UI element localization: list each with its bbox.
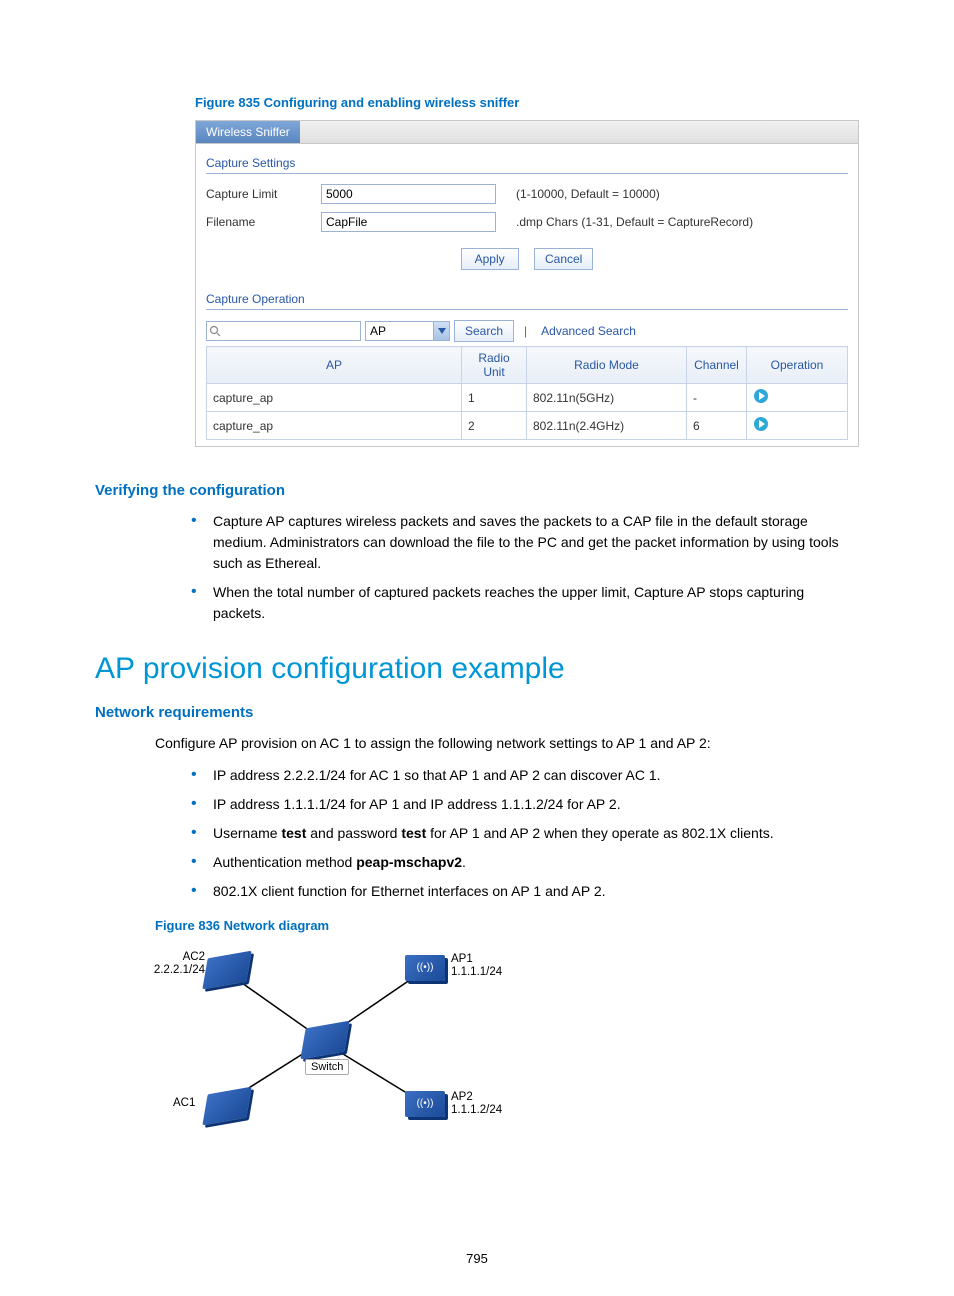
capture-settings-header: Capture Settings [206, 156, 848, 174]
list-item: Authentication method peap-mschapv2. [185, 852, 859, 873]
list-item: Capture AP captures wireless packets and… [185, 511, 859, 574]
search-icon [209, 325, 221, 337]
cell-ap: capture_ap [207, 384, 462, 412]
label-switch: Switch [305, 1059, 349, 1075]
list-item: IP address 1.1.1.1/24 for AP 1 and IP ad… [185, 794, 859, 815]
ap-icon: ((•)) [417, 1098, 434, 1109]
figure-835-title: Figure 835 Configuring and enabling wire… [195, 95, 859, 110]
text: Username [213, 825, 281, 841]
cell-radio-mode: 802.11n(2.4GHz) [527, 412, 687, 440]
filename-label: Filename [206, 215, 321, 229]
apply-button[interactable]: Apply [461, 248, 519, 270]
figure-836-title: Figure 836 Network diagram [155, 918, 859, 933]
bold-text: peap-mschapv2 [356, 854, 462, 870]
wireless-sniffer-panel: Wireless Sniffer Capture Settings Captur… [195, 120, 859, 447]
cell-ap: capture_ap [207, 412, 462, 440]
bold-text: test [401, 825, 426, 841]
search-button[interactable]: Search [454, 320, 514, 342]
list-item: When the total number of captured packet… [185, 582, 859, 624]
cell-radio-unit: 1 [462, 384, 527, 412]
label-ap2: AP2 1.1.1.2/24 [451, 1091, 502, 1117]
tab-wireless-sniffer[interactable]: Wireless Sniffer [196, 121, 300, 143]
text: . [462, 854, 466, 870]
cell-channel: - [687, 384, 747, 412]
label-ac1: AC1 [173, 1097, 195, 1110]
text: and password [306, 825, 401, 841]
col-operation: Operation [747, 347, 848, 384]
capture-limit-label: Capture Limit [206, 187, 321, 201]
label-ac2: AC2 2.2.2.1/24 [147, 951, 205, 977]
text: for AP 1 and AP 2 when they operate as 8… [426, 825, 773, 841]
list-item: 802.1X client function for Ethernet inte… [185, 881, 859, 902]
col-channel: Channel [687, 347, 747, 384]
verifying-heading: Verifying the configuration [95, 482, 859, 499]
capture-limit-input[interactable] [321, 184, 496, 204]
label-ap1: AP1 1.1.1.1/24 [451, 953, 502, 979]
filename-input[interactable] [321, 212, 496, 232]
cell-operation [747, 384, 848, 412]
page-number: 795 [0, 1251, 954, 1266]
intro-paragraph: Configure AP provision on AC 1 to assign… [155, 733, 859, 755]
cancel-button[interactable]: Cancel [534, 248, 593, 270]
capture-operation-header: Capture Operation [206, 292, 848, 310]
list-item: IP address 2.2.2.1/24 for AC 1 so that A… [185, 765, 859, 786]
play-icon[interactable] [753, 388, 769, 404]
bold-text: test [281, 825, 306, 841]
cell-operation [747, 412, 848, 440]
filename-hint: .dmp Chars (1-31, Default = CaptureRecor… [516, 215, 753, 229]
col-radio-mode: Radio Mode [527, 347, 687, 384]
chevron-down-icon[interactable] [433, 322, 449, 340]
table-row: capture_ap 1 802.11n(5GHz) - [207, 384, 848, 412]
node-ap2: ((•)) [405, 1091, 445, 1117]
capture-operation-table: AP Radio Unit Radio Mode Channel Operati… [206, 346, 848, 440]
section-heading: AP provision configuration example [95, 652, 859, 686]
network-requirements-heading: Network requirements [95, 704, 859, 721]
cell-channel: 6 [687, 412, 747, 440]
cell-radio-unit: 2 [462, 412, 527, 440]
network-diagram: AC2 2.2.2.1/24 ((•)) AP1 1.1.1.1/24 Swit… [155, 943, 495, 1133]
table-row: capture_ap 2 802.11n(2.4GHz) 6 [207, 412, 848, 440]
list-item: Username test and password test for AP 1… [185, 823, 859, 844]
play-icon[interactable] [753, 416, 769, 432]
text: Authentication method [213, 854, 356, 870]
ap-icon: ((•)) [417, 962, 434, 973]
col-radio-unit: Radio Unit [462, 347, 527, 384]
separator: | [524, 324, 527, 338]
capture-limit-hint: (1-10000, Default = 10000) [516, 187, 660, 201]
cell-radio-mode: 802.11n(5GHz) [527, 384, 687, 412]
col-ap: AP [207, 347, 462, 384]
search-input[interactable] [206, 321, 361, 341]
advanced-search-link[interactable]: Advanced Search [541, 324, 636, 338]
node-ap1: ((•)) [405, 955, 445, 981]
